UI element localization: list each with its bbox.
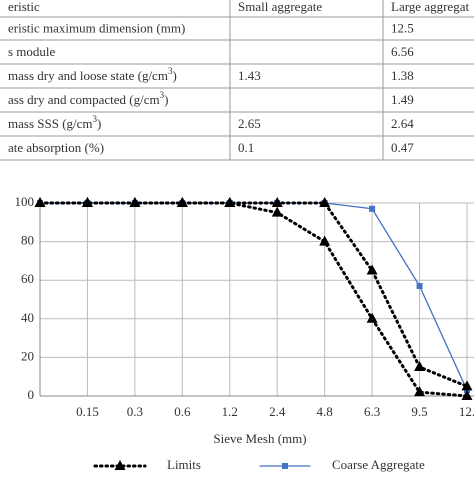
table-cell-text: eristic maximum dimension (mm) [8, 20, 185, 35]
x-tick-label: 0.6 [174, 404, 191, 419]
table-cell-text: 6.56 [391, 44, 414, 59]
marker [366, 312, 378, 323]
marker [366, 264, 378, 275]
cell-text-part: s module [8, 44, 56, 59]
table-cell [229, 16, 384, 41]
x-tick-label: 2.4 [269, 404, 286, 419]
cell-text-part: eristic maximum dimension (mm) [8, 20, 185, 35]
cell-text-part: ) [164, 92, 168, 107]
marker [461, 380, 473, 391]
cell-text-part: mass dry and loose state (g/cm [8, 68, 168, 83]
cell-text-part: ass dry and compacted (g/cm [8, 92, 160, 107]
marker [34, 197, 46, 207]
y-tick-label: 40 [21, 310, 34, 325]
x-tick-label: 9.5 [411, 404, 427, 419]
table-cell-text: 0.47 [391, 140, 414, 155]
cell-text-part: 12.5 [391, 20, 414, 35]
marker [271, 206, 283, 217]
marker [369, 205, 376, 212]
series-line [39, 202, 468, 391]
x-tick-label: 12. [459, 404, 474, 419]
superscript: 3 [160, 90, 165, 100]
table-cell-text: 0.1 [238, 140, 254, 155]
x-tick-label: 4.8 [317, 404, 333, 419]
table-cell-text: 1.43 [238, 68, 261, 83]
marker [114, 460, 126, 470]
y-tick-label: 20 [21, 348, 34, 363]
superscript: 3 [93, 114, 98, 124]
table-cell [229, 87, 384, 113]
legend-label: Limits [167, 457, 201, 472]
marker [81, 197, 93, 207]
table-header: Small aggregate [238, 0, 322, 14]
table-cell-text: mass SSS (g/cm3) [8, 114, 101, 131]
marker [414, 361, 426, 372]
cell-text-part: 0.1 [238, 140, 254, 155]
cell-text-part: 0.47 [391, 140, 414, 155]
table-header: Large aggregat [391, 0, 469, 14]
marker [282, 463, 288, 469]
marker [319, 197, 331, 207]
cell-text-part: 1.43 [238, 68, 261, 83]
cell-text-part: 2.64 [391, 116, 414, 131]
legend-label: Coarse Aggregate [332, 457, 425, 472]
x-tick-label: 6.3 [364, 404, 380, 419]
table-cell-text: ass dry and compacted (g/cm3) [8, 90, 168, 107]
cell-text-part: 1.38 [391, 68, 414, 83]
marker [271, 197, 283, 207]
table-cell-text: ate absorption (%) [8, 140, 104, 155]
marker [416, 282, 423, 289]
y-tick-label: 0 [28, 387, 35, 402]
y-tick-label: 60 [21, 271, 34, 286]
cell-text-part: mass SSS (g/cm [8, 116, 93, 131]
table-cell-text: 12.5 [391, 20, 414, 35]
x-tick-label: 0.15 [76, 404, 99, 419]
cell-text-part: ) [97, 116, 101, 131]
superscript: 3 [168, 66, 173, 76]
cell-text-part: 6.56 [391, 44, 414, 59]
marker [224, 197, 236, 207]
table-cell-text: 1.49 [391, 92, 414, 107]
table-cell-text: 2.65 [238, 116, 261, 131]
table-cell-text: 2.64 [391, 116, 414, 131]
table-cell [382, 135, 474, 161]
x-tick-label: 0.3 [127, 404, 143, 419]
table-header: eristic [8, 0, 40, 14]
series-line [38, 201, 469, 398]
marker [414, 386, 426, 397]
table-cell-text: mass dry and loose state (g/cm3) [8, 66, 177, 83]
x-axis-title: Sieve Mesh (mm) [213, 431, 306, 446]
cell-text-part: 1.49 [391, 92, 414, 107]
series-line [38, 201, 469, 388]
cell-text-part: ate absorption (%) [8, 140, 104, 155]
cell-text-part: ) [172, 68, 176, 83]
marker [461, 390, 473, 400]
table-cell-text: 1.38 [391, 68, 414, 83]
table-cell-text: s module [8, 44, 56, 59]
marker [129, 197, 141, 207]
y-tick-label: 100 [15, 194, 35, 209]
cell-text-part: 2.65 [238, 116, 261, 131]
marker [319, 235, 331, 246]
x-tick-label: 1.2 [222, 404, 238, 419]
marker [176, 197, 188, 207]
y-tick-label: 80 [21, 233, 34, 248]
table-cell [229, 39, 384, 65]
